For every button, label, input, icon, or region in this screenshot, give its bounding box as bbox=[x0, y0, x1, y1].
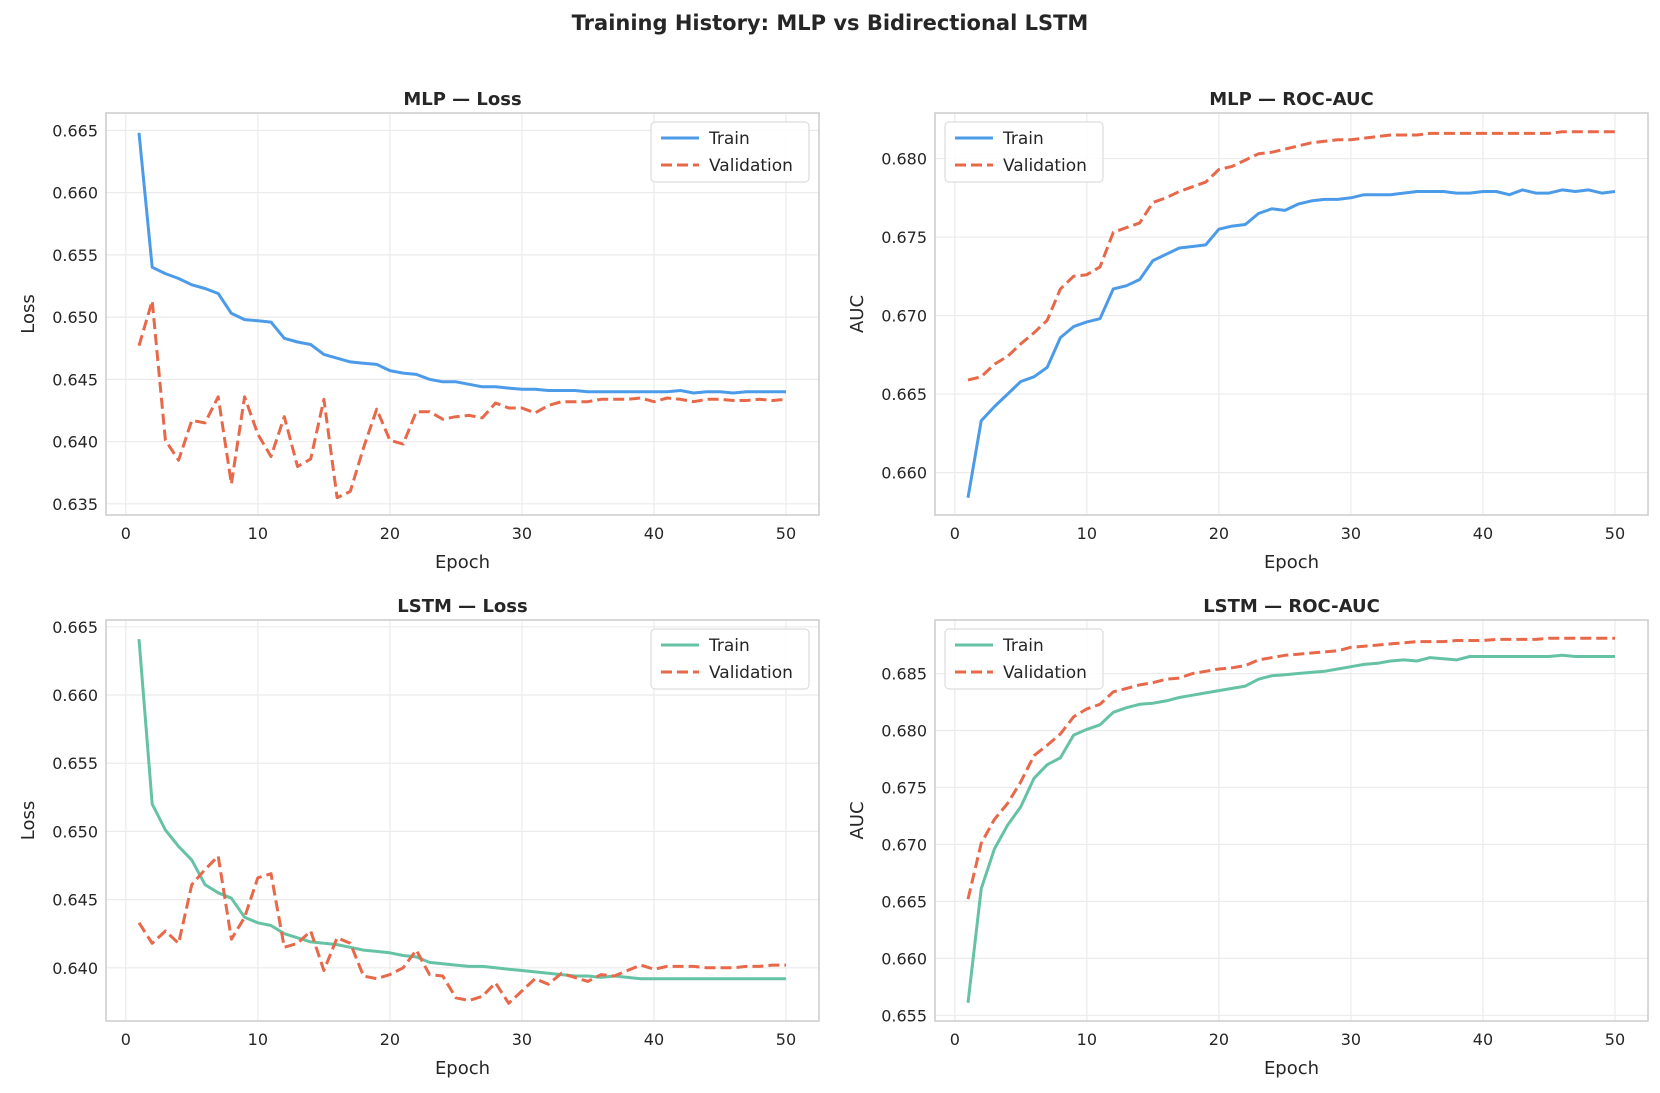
y-tick-label: 0.640 bbox=[52, 433, 98, 452]
y-axis-label: Loss bbox=[18, 801, 39, 840]
x-tick-label: 50 bbox=[776, 524, 796, 543]
legend: Train Validation bbox=[944, 628, 1104, 690]
series-line-validation bbox=[137, 854, 786, 1005]
x-tick-label: 0 bbox=[950, 1030, 960, 1049]
x-tick-label: 10 bbox=[248, 1030, 268, 1049]
y-tick-label: 0.655 bbox=[881, 1006, 927, 1025]
series-line-train bbox=[137, 638, 786, 981]
series-line-validation bbox=[966, 636, 1615, 900]
y-tick-label: 0.645 bbox=[52, 370, 98, 389]
panel-1: 0 10 20 30 40 50 0.635 0.640 0.645 0.650 0.655 0.66… bbox=[18, 89, 820, 573]
series-line-validation bbox=[967, 130, 1615, 382]
y-tick-label: 0.655 bbox=[52, 246, 98, 265]
y-tick-label: 0.635 bbox=[52, 495, 98, 514]
legend-label: Train bbox=[708, 129, 750, 149]
x-tick-label: 40 bbox=[1473, 524, 1493, 543]
x-tick-label: 10 bbox=[1077, 1030, 1097, 1049]
y-tick-label: 0.675 bbox=[881, 228, 927, 247]
x-tick-label: 40 bbox=[644, 1030, 664, 1049]
plot-frame bbox=[934, 619, 1649, 1022]
y-tick-label: 0.665 bbox=[52, 618, 98, 637]
y-tick-label: 0.640 bbox=[52, 959, 98, 978]
y-tick-label: 0.680 bbox=[881, 150, 927, 169]
panel-title: LSTM — ROC-AUC bbox=[1203, 596, 1380, 617]
y-tick-label: 0.665 bbox=[52, 121, 98, 140]
x-tick-label: 50 bbox=[1605, 1030, 1625, 1049]
x-tick-label: 20 bbox=[1209, 1030, 1229, 1049]
y-tick-label: 0.665 bbox=[881, 385, 927, 404]
y-tick-label: 0.645 bbox=[52, 891, 98, 910]
y-tick-label: 0.655 bbox=[52, 754, 98, 773]
legend: Train Validation bbox=[650, 628, 810, 690]
panel-title: LSTM — Loss bbox=[397, 596, 527, 617]
x-tick-label: 50 bbox=[1605, 524, 1625, 543]
y-tick-label: 0.660 bbox=[52, 184, 98, 203]
x-tick-label: 20 bbox=[1209, 524, 1229, 543]
x-tick-label: 30 bbox=[1341, 524, 1361, 543]
legend-label: Validation bbox=[709, 663, 793, 683]
x-tick-label: 30 bbox=[512, 524, 532, 543]
y-tick-label: 0.660 bbox=[881, 949, 927, 968]
panel-4: 0 10 20 30 40 50 0.655 0.660 0.665 0.670 0.675 0.68… bbox=[847, 596, 1649, 1079]
x-tick-label: 10 bbox=[1077, 524, 1097, 543]
x-tick-label: 0 bbox=[121, 1030, 131, 1049]
x-tick-label: 10 bbox=[248, 524, 268, 543]
x-tick-label: 40 bbox=[644, 524, 664, 543]
panel-2: 0 10 20 30 40 50 0.660 0.665 0.670 0.675 0.680 MLP … bbox=[847, 89, 1649, 573]
legend-label: Validation bbox=[1003, 663, 1087, 683]
y-tick-label: 0.685 bbox=[881, 665, 927, 684]
x-tick-label: 40 bbox=[1473, 1030, 1493, 1049]
legend-label: Validation bbox=[1003, 156, 1087, 176]
series-line-validation bbox=[137, 299, 787, 500]
y-tick-label: 0.660 bbox=[52, 686, 98, 705]
x-tick-label: 30 bbox=[512, 1030, 532, 1049]
legend: Train Validation bbox=[944, 121, 1104, 183]
y-tick-label: 0.665 bbox=[881, 892, 927, 911]
y-tick-label: 0.650 bbox=[52, 822, 98, 841]
plot-frame bbox=[105, 112, 820, 516]
y-tick-label: 0.680 bbox=[881, 722, 927, 741]
y-tick-label: 0.660 bbox=[881, 464, 927, 483]
x-tick-label: 20 bbox=[380, 524, 400, 543]
x-axis-label: Epoch bbox=[435, 1058, 490, 1079]
plot-frame bbox=[105, 619, 820, 1022]
y-tick-label: 0.670 bbox=[881, 835, 927, 854]
x-tick-label: 0 bbox=[121, 524, 131, 543]
y-axis-label: AUC bbox=[847, 801, 868, 839]
y-tick-label: 0.675 bbox=[881, 778, 927, 797]
plot-frame bbox=[934, 112, 1649, 516]
y-axis-label: AUC bbox=[847, 295, 868, 333]
panel-3: 0 10 20 30 40 50 0.640 0.645 0.650 0.655 0.660 0.66… bbox=[18, 596, 820, 1079]
series-line-train bbox=[966, 188, 1616, 498]
x-tick-label: 0 bbox=[950, 524, 960, 543]
x-axis-label: Epoch bbox=[435, 552, 490, 573]
legend: Train Validation bbox=[650, 121, 810, 183]
x-axis-label: Epoch bbox=[1264, 1058, 1319, 1079]
y-tick-label: 0.650 bbox=[52, 308, 98, 327]
legend-label: Train bbox=[1002, 636, 1044, 656]
legend-label: Train bbox=[1002, 129, 1044, 149]
x-tick-label: 20 bbox=[380, 1030, 400, 1049]
panel-title: MLP — ROC-AUC bbox=[1209, 89, 1374, 110]
x-axis-label: Epoch bbox=[1264, 552, 1319, 573]
y-tick-label: 0.670 bbox=[881, 307, 927, 326]
panel-title: MLP — Loss bbox=[403, 89, 521, 110]
y-axis-label: Loss bbox=[18, 294, 39, 333]
figure-title: Training History: MLP vs Bidirectional L… bbox=[572, 11, 1089, 35]
x-tick-label: 30 bbox=[1341, 1030, 1361, 1049]
series-line-train bbox=[137, 132, 786, 395]
legend-label: Train bbox=[708, 636, 750, 656]
series-line-train bbox=[966, 653, 1615, 1003]
x-tick-label: 50 bbox=[776, 1030, 796, 1049]
legend-label: Validation bbox=[709, 156, 793, 176]
